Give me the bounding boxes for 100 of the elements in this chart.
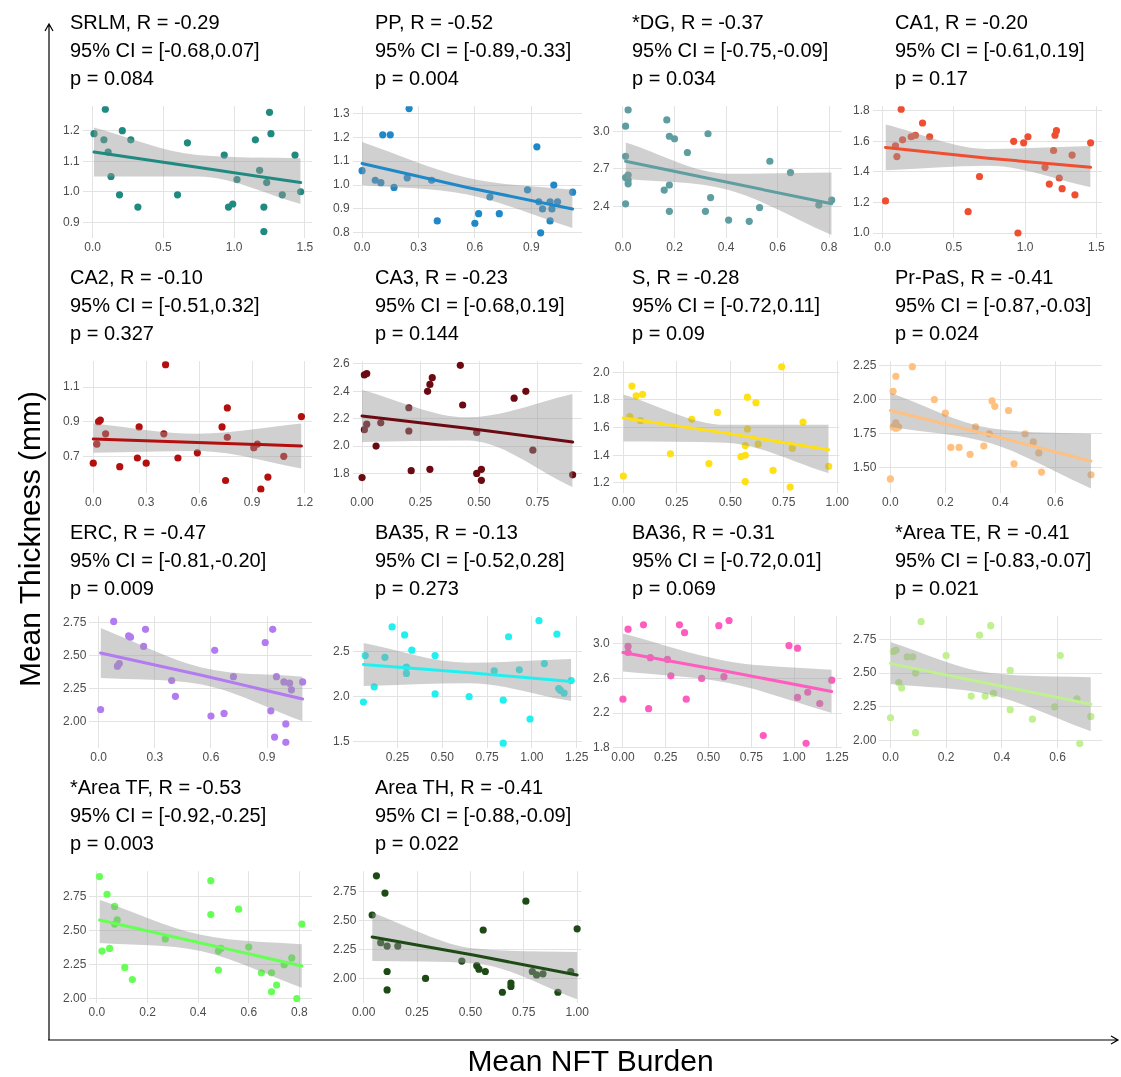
x-tick-label: 1.5	[1087, 240, 1105, 255]
chart-title: CA2, R = -0.10	[69, 265, 204, 290]
y-tick-label: 0.9	[62, 414, 80, 429]
x-tick-label: 0.0	[90, 750, 108, 765]
text: p = 0.022	[374, 831, 460, 856]
x-tick-label: 1.2	[296, 495, 314, 510]
text: p = 0.09	[631, 321, 706, 346]
x-tick-label: 1.00	[825, 495, 850, 510]
y-tick-label: 2.50	[63, 923, 87, 938]
x-tick-label: 0.8	[291, 1005, 309, 1020]
x-tick-label: 0.4	[993, 750, 1011, 765]
x-tick-label: 0.5	[945, 240, 963, 255]
y-tick-label: 2.0	[592, 364, 610, 379]
x-tick-label: 0.2	[937, 750, 955, 765]
x-tick-label: 0.25	[405, 1005, 429, 1020]
x-tick-label: 1.00	[520, 750, 544, 765]
chart-title: ERC, R = -0.47	[69, 520, 208, 545]
chart-subtitle: 95% CI = [-0.68,0.07]	[69, 38, 261, 63]
chart-subtitle: 95% CI = [-0.81,-0.20]	[69, 548, 268, 573]
x-tick-label: 0.0	[88, 1005, 106, 1020]
text: p = 0.084	[69, 66, 155, 91]
y-tick-label: 1.75	[853, 426, 877, 441]
y-tick-label: 2.50	[63, 647, 87, 662]
x-tick-label: 0.6	[769, 240, 787, 255]
y-tick-label: 1.2	[332, 129, 350, 144]
y-tick-label: 2.75	[63, 889, 87, 904]
x-tick-label: 0.50	[696, 750, 721, 765]
x-tick-label: 0.4	[991, 495, 1009, 510]
y-tick-label: 1.0	[62, 184, 80, 199]
y-tick-label: 2.4	[592, 198, 610, 213]
y-tick-label: 0.9	[62, 214, 80, 229]
y-tick-label: 2.75	[333, 884, 357, 899]
chart-subtitle: 95% CI = [-0.88,-0.09]	[374, 803, 573, 828]
x-tick-label: 0.25	[665, 495, 689, 510]
y-tick-label: 2.75	[853, 631, 877, 646]
chart-subtitle: 95% CI = [-0.52,0.28]	[374, 548, 566, 573]
x-tick-label: 0.5	[155, 240, 173, 255]
y-tick-label: 3.0	[592, 636, 610, 651]
y-tick-label: 2.00	[63, 713, 87, 728]
chart-subtitle: 95% CI = [-0.83,-0.07]	[894, 548, 1093, 573]
y-tick-label: 2.25	[63, 680, 87, 695]
x-tick-label: 0.2	[666, 240, 684, 255]
chart-subtitle: 95% CI = [-0.72,0.11]	[631, 293, 822, 318]
x-tick-label: 0.75	[475, 750, 500, 765]
y-tick-label: 1.2	[592, 475, 610, 490]
y-tick-label: 1.0	[852, 225, 870, 240]
y-tick-label: 2.50	[333, 913, 357, 928]
chart-subtitle: 95% CI = [-0.51,0.32]	[69, 293, 261, 318]
text: p = 0.009	[69, 576, 155, 601]
chart-subtitle: 95% CI = [-0.68,0.19]	[374, 293, 566, 318]
y-tick-label: 1.5	[332, 733, 350, 748]
y-tick-label: 0.9	[332, 201, 350, 216]
y-tick-label: 1.8	[852, 103, 870, 118]
y-tick-label: 1.6	[592, 419, 610, 434]
y-tick-label: 2.4	[332, 383, 350, 398]
y-tick-label: 0.7	[62, 448, 80, 463]
text: p = 0.17	[894, 66, 969, 91]
y-tick-label: 2.00	[853, 733, 877, 748]
chart-title: CA1, R = -0.20	[894, 10, 1029, 35]
text: p = 0.069	[631, 576, 717, 601]
y-tick-label: 1.0	[332, 177, 350, 192]
x-tick-label: 0.6	[202, 750, 220, 765]
text: p = 0.004	[374, 66, 460, 91]
x-tick-label: 0.25	[385, 750, 410, 765]
chart-subtitle: 95% CI = [-0.92,-0.25]	[69, 803, 268, 828]
x-tick-label: 0.50	[430, 750, 455, 765]
x-tick-label: 0.0	[874, 240, 892, 255]
y-axis-title: Mean Thickness (mm)	[13, 389, 47, 690]
chart-title: PP, R = -0.52	[374, 10, 495, 35]
x-tick-label: 0.0	[353, 240, 371, 255]
y-tick-label: 2.25	[853, 357, 877, 372]
x-tick-label: 0.2	[139, 1005, 157, 1020]
y-tick-label: 2.00	[333, 970, 357, 985]
text: p = 0.327	[69, 321, 155, 346]
chart-title: S, R = -0.28	[631, 265, 741, 290]
y-tick-label: 1.8	[592, 739, 610, 754]
x-tick-label: 0.3	[146, 750, 164, 765]
x-tick-label: 1.0	[1016, 240, 1034, 255]
y-tick-label: 1.8	[592, 392, 610, 407]
text: p = 0.021	[894, 576, 980, 601]
x-tick-label: 0.00	[350, 495, 375, 510]
chart-subtitle: 95% CI = [-0.89,-0.33]	[374, 38, 573, 63]
x-tick-label: 0.3	[410, 240, 428, 255]
x-tick-label: 0.0	[84, 240, 102, 255]
y-tick-label: 1.1	[62, 379, 80, 394]
y-tick-label: 1.2	[852, 194, 870, 209]
x-tick-label: 1.0	[225, 240, 243, 255]
y-tick-label: 3.0	[592, 123, 610, 138]
y-tick-label: 1.4	[592, 447, 610, 462]
x-tick-label: 0.0	[84, 495, 102, 510]
y-tick-label: 2.25	[853, 699, 877, 714]
y-tick-label: 1.1	[62, 153, 80, 168]
text: p = 0.273	[374, 576, 460, 601]
chart-title: CA3, R = -0.23	[374, 265, 509, 290]
y-tick-label: 1.8	[332, 465, 350, 480]
text: p = 0.003	[69, 831, 155, 856]
x-tick-label: 0.6	[240, 1005, 258, 1020]
x-tick-label: 1.5	[296, 240, 314, 255]
y-tick-label: 0.8	[332, 225, 350, 240]
chart-title: *Area TE, R = -0.41	[894, 520, 1071, 545]
